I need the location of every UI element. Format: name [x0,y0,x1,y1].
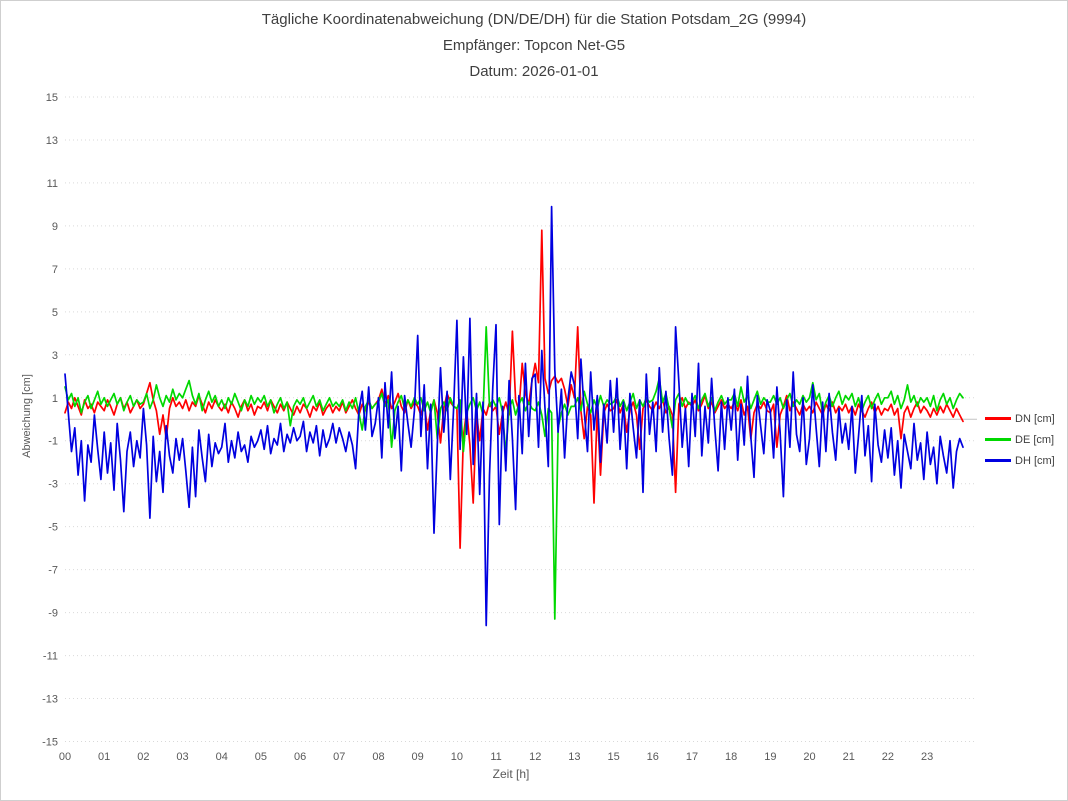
x-tick-label: 05 [255,751,267,763]
x-tick-label: 18 [725,751,737,763]
dn-line-swatch [985,417,1011,420]
y-tick-label: -13 [42,694,58,706]
x-axis-title: Zeit [h] [492,767,530,781]
x-tick-label: 09 [412,751,424,763]
x-tick-label: 00 [59,751,71,763]
x-tick-label: 06 [294,751,306,763]
y-tick-label: 11 [47,178,58,190]
y-tick-label: -9 [48,608,58,620]
y-tick-label: -7 [48,565,58,577]
x-tick-label: 21 [843,751,855,763]
x-tick-label: 20 [803,751,815,763]
y-tick-label: -3 [48,479,58,491]
x-tick-label: 03 [176,751,188,763]
x-tick-label: 19 [764,751,776,763]
chart-title: Tägliche Koordinatenabweichung (DN/DE/DH… [261,11,807,28]
y-tick-label: 5 [52,307,58,319]
x-tick-label: 08 [372,751,384,763]
legend-item-de: DE [cm] [985,429,1055,450]
legend: DN [cm] DE [cm] DH [cm] [985,408,1055,471]
x-tick-label: 13 [568,751,580,763]
y-tick-label: -1 [48,436,58,448]
x-tick-label: 17 [686,751,698,763]
chart-subtitle-date: Datum: 2026-01-01 [469,63,599,80]
de-line-swatch [985,438,1011,441]
x-tick-label: 04 [216,751,228,763]
x-tick-label: 11 [490,751,501,763]
y-tick-label: 9 [52,221,58,233]
y-tick-label: -15 [42,737,58,749]
y-tick-label: -5 [48,522,58,534]
y-tick-label: 15 [46,92,58,104]
x-tick-label: 12 [529,751,541,763]
dh-line-swatch [985,459,1011,462]
legend-label-dn: DN [cm] [1015,412,1055,425]
x-tick-label: 16 [647,751,659,763]
y-tick-label: 3 [52,350,58,362]
chart-subtitle-receiver: Empfänger: Topcon Net-G5 [442,37,626,54]
x-tick-label: 15 [607,751,619,763]
y-tick-label: 13 [46,135,58,147]
series-line-dh [64,205,964,627]
legend-item-dh: DH [cm] [985,450,1055,471]
legend-label-dh: DH [cm] [1015,454,1055,467]
x-tick-label: 02 [137,751,149,763]
y-tick-label: -11 [43,651,58,663]
x-tick-label: 10 [451,751,463,763]
x-tick-label: 07 [333,751,345,763]
x-tick-label: 23 [921,751,933,763]
legend-item-dn: DN [cm] [985,408,1055,429]
x-tick-label: 22 [882,751,894,763]
legend-label-de: DE [cm] [1015,433,1055,446]
series-line-dn [64,229,964,549]
x-tick-label: 01 [98,751,110,763]
y-tick-label: 1 [52,393,58,405]
y-tick-label: 7 [52,264,58,276]
